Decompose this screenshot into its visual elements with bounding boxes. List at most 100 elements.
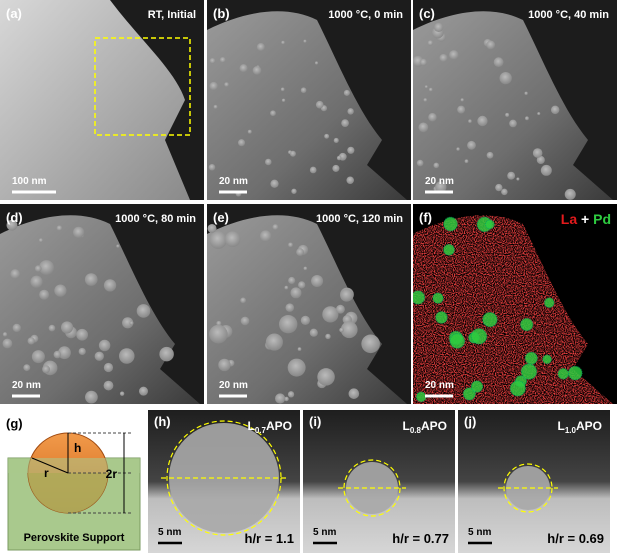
- particle: [499, 71, 512, 85]
- particle: [332, 164, 340, 172]
- particle: [343, 89, 350, 96]
- particle: [289, 150, 296, 157]
- hrtem-image: [148, 410, 300, 553]
- particle: [12, 323, 21, 333]
- pd-cluster: [509, 380, 526, 397]
- particle: [239, 64, 248, 73]
- particle: [309, 166, 317, 174]
- particle: [464, 159, 469, 164]
- particle: [240, 316, 250, 326]
- particle: [48, 324, 56, 332]
- panel-image: [207, 0, 411, 200]
- particle: [300, 87, 307, 94]
- particle: [209, 231, 228, 249]
- scale-bar-label: 100 nm: [12, 176, 47, 187]
- pd-cluster: [470, 328, 488, 345]
- particle: [280, 87, 285, 92]
- pd-cluster: [470, 380, 484, 393]
- panel-label: (e): [213, 210, 229, 225]
- fit-circle: [503, 463, 553, 513]
- particle: [341, 119, 349, 127]
- scale-bar-label: 5 nm: [468, 527, 491, 538]
- particle: [346, 176, 354, 184]
- h-label: h: [74, 441, 81, 455]
- pd-cluster: [524, 351, 538, 365]
- particle: [340, 321, 358, 339]
- particle: [424, 85, 428, 89]
- particle: [224, 231, 241, 248]
- particle: [119, 391, 125, 396]
- scale-bar-label: 20 nm: [12, 380, 41, 391]
- particle: [348, 388, 360, 399]
- particle: [339, 327, 344, 333]
- sample: [207, 215, 407, 404]
- scale-bar-label: 20 nm: [219, 380, 248, 391]
- particle: [317, 368, 335, 386]
- particle: [501, 188, 508, 196]
- particle: [427, 40, 434, 46]
- particle: [297, 347, 302, 351]
- particle: [119, 348, 135, 364]
- particle: [532, 148, 543, 158]
- particle: [284, 285, 289, 290]
- panel: (a) RT, Initial 100 nm: [0, 0, 204, 200]
- support-label: Perovskite Support: [24, 532, 125, 544]
- particle: [460, 98, 464, 102]
- particle: [39, 289, 50, 300]
- particle: [361, 334, 380, 354]
- scale-bar-label: 20 nm: [219, 176, 248, 187]
- particle: [298, 281, 306, 289]
- ratio: h/r = 0.69: [547, 531, 604, 546]
- particle: [303, 39, 307, 43]
- particle: [347, 146, 355, 154]
- particle: [322, 306, 339, 323]
- particle: [136, 304, 151, 318]
- particle: [72, 226, 85, 239]
- sample-label: L0.8APO: [403, 419, 447, 435]
- particle: [296, 248, 304, 257]
- particle: [265, 333, 283, 351]
- suffix: APO: [421, 419, 447, 433]
- panel: (d) 1000 °C, 80 min 20 nm: [0, 204, 204, 404]
- particle: [324, 133, 330, 139]
- pd-cluster: [413, 290, 426, 305]
- hrtem-image: [458, 410, 610, 553]
- subscript: 0.8: [410, 426, 422, 435]
- particle: [256, 43, 265, 52]
- scale-bar-label: 20 nm: [425, 380, 454, 391]
- particle: [237, 139, 246, 147]
- particle: [209, 324, 228, 344]
- particle: [418, 122, 429, 133]
- panel: (b) 1000 °C, 0 min 20 nm: [207, 0, 411, 200]
- particle: [56, 225, 63, 231]
- particle: [53, 350, 62, 359]
- particle: [85, 390, 98, 404]
- pd-cluster: [462, 387, 476, 401]
- hrtem-panel: (i) L0.8APO 5 nm h/r = 0.77: [303, 410, 455, 553]
- particle: [311, 275, 324, 288]
- panel: (c) 1000 °C, 40 min 20 nm: [413, 0, 617, 200]
- particle: [138, 386, 148, 396]
- particle: [335, 304, 345, 314]
- particle: [10, 269, 21, 279]
- panel-image: [413, 0, 617, 200]
- particle: [433, 162, 440, 169]
- particle: [288, 242, 293, 248]
- particle: [449, 50, 459, 60]
- pd-cluster: [443, 243, 455, 256]
- particle: [129, 321, 134, 326]
- particle: [486, 40, 496, 50]
- particle: [122, 317, 134, 329]
- panel: (f) La + Pd 20 nm: [413, 204, 617, 404]
- particle: [290, 287, 302, 299]
- sample-label: L0.7APO: [248, 419, 292, 435]
- particle: [116, 244, 120, 248]
- panel-label: (h): [154, 414, 171, 429]
- particle: [284, 396, 289, 402]
- sample-label: L1.0APO: [558, 419, 602, 435]
- particle: [275, 393, 286, 404]
- sample: [413, 11, 613, 200]
- embedded: [28, 473, 108, 513]
- particle: [347, 108, 354, 115]
- particle: [537, 112, 541, 116]
